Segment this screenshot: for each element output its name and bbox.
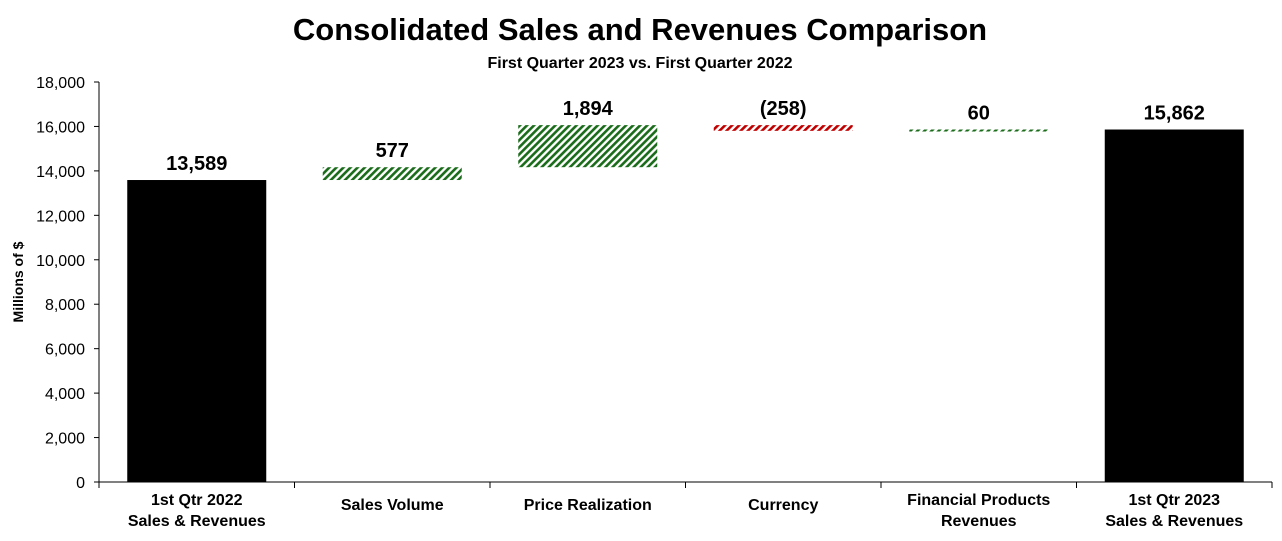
y-tick-label: 6,000 bbox=[45, 342, 85, 359]
chart-subtitle: First Quarter 2023 vs. First Quarter 202… bbox=[487, 55, 792, 72]
bar-3 bbox=[518, 125, 658, 168]
y-tick-label: 12,000 bbox=[36, 208, 85, 225]
y-axis-label: Millions of $ bbox=[10, 241, 26, 322]
x-tick-label: 1st Qtr 2023 Sales & Revenues bbox=[1105, 492, 1243, 530]
bar-4 bbox=[713, 125, 853, 131]
x-tick-label: Financial Products Revenues bbox=[907, 492, 1050, 530]
x-tick-label: 1st Qtr 2022 Sales & Revenues bbox=[128, 492, 266, 530]
y-tick-label: 0 bbox=[76, 475, 85, 492]
bar-6 bbox=[1104, 129, 1244, 482]
y-tick-label: 4,000 bbox=[45, 386, 85, 403]
data-label: (258) bbox=[760, 98, 807, 120]
y-tick-label: 18,000 bbox=[36, 75, 85, 92]
bar-2 bbox=[322, 167, 462, 181]
y-tick-label: 14,000 bbox=[36, 164, 85, 181]
data-label: 1,894 bbox=[563, 98, 614, 120]
chart-title: Consolidated Sales and Revenues Comparis… bbox=[293, 12, 987, 47]
y-tick-label: 16,000 bbox=[36, 119, 85, 136]
x-tick-label: Price Realization bbox=[524, 497, 652, 514]
data-label: 15,862 bbox=[1144, 103, 1205, 125]
bar-1 bbox=[127, 180, 267, 482]
x-tick-label: Sales Volume bbox=[341, 497, 444, 514]
y-tick-label: 10,000 bbox=[36, 253, 85, 270]
bar-5 bbox=[909, 129, 1049, 132]
data-label: 60 bbox=[968, 103, 990, 125]
x-tick-label: Currency bbox=[748, 497, 818, 514]
y-tick-label: 2,000 bbox=[45, 431, 85, 448]
y-tick-label: 8,000 bbox=[45, 297, 85, 314]
data-label: 577 bbox=[376, 140, 409, 162]
data-label: 13,589 bbox=[166, 153, 227, 175]
